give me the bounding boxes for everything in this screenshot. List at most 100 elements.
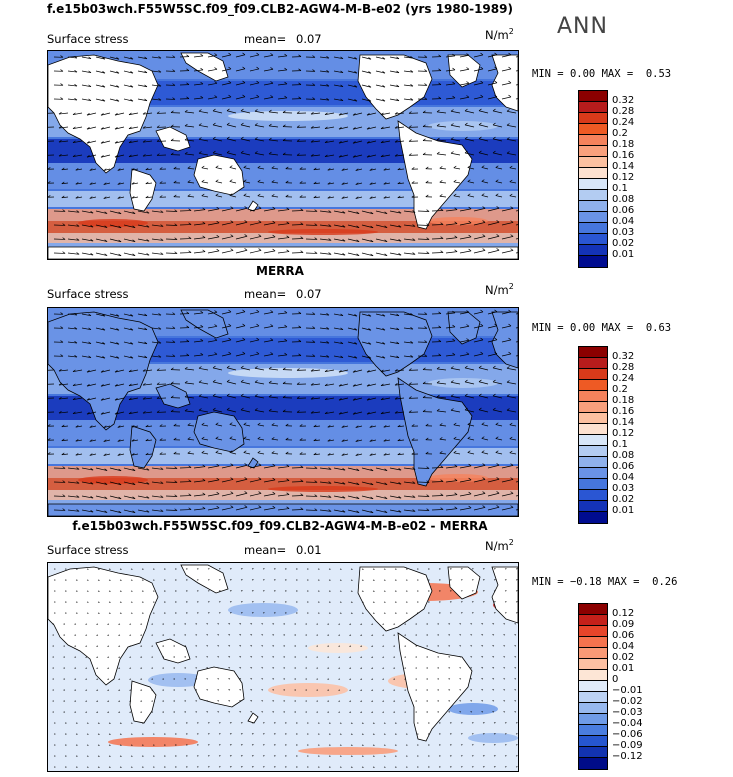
- colorbar-swatch: [579, 256, 607, 267]
- colorbar-level-label: 0.18: [612, 395, 635, 406]
- land-mass: [48, 566, 159, 686]
- panel1-variable: Surface stress: [47, 32, 129, 46]
- land-mass: [180, 52, 229, 82]
- difference-patch: [448, 703, 498, 715]
- difference-patch: [148, 673, 208, 687]
- stress-patch: [78, 476, 148, 484]
- colorbar-swatch: [579, 736, 607, 747]
- colorbar-swatch: [579, 468, 607, 479]
- colorbar-level-label: −0.01: [612, 685, 643, 696]
- difference-patch: [108, 737, 198, 747]
- colorbar-swatch: [579, 124, 607, 135]
- panel2-title: MERRA: [256, 264, 304, 278]
- colorbar-swatch: [579, 758, 607, 769]
- stress-band: [48, 221, 518, 233]
- land-mass: [397, 120, 473, 230]
- colorbar-level-label: 0.03: [612, 227, 635, 238]
- colorbar-level-label: 0.08: [612, 450, 635, 461]
- colorbar-level-label: 0.04: [612, 216, 635, 227]
- panel2-min-value: 0.00: [569, 322, 596, 334]
- land-mass: [247, 200, 259, 212]
- land-mass: [491, 311, 518, 369]
- panel2-max-label: MAX =: [601, 322, 634, 334]
- panel3-map: [47, 562, 519, 772]
- panel1-units: N/m2: [485, 27, 514, 42]
- panel1-title: f.e15b03wch.F55W5SC.f09_f09.CLB2-AGW4-M-…: [47, 2, 513, 16]
- colorbar-level-label: 0.12: [612, 428, 635, 439]
- colorbar-level-label: 0.06: [612, 630, 635, 641]
- stress-band: [48, 448, 518, 464]
- land-mass: [193, 411, 245, 453]
- colorbar-level-label: 0.08: [612, 194, 635, 205]
- wind-stress-vectors: [48, 309, 518, 514]
- land-mass: [357, 566, 433, 632]
- colorbar-level-label: −0.06: [612, 729, 643, 740]
- panel3-min-value: −0.18: [569, 576, 602, 588]
- colorbar-swatch: [579, 223, 607, 234]
- land-mass: [447, 54, 481, 88]
- colorbar-level-label: −0.03: [612, 707, 643, 718]
- colorbar-swatch: [579, 446, 607, 457]
- colorbar-level-label: 0.1: [612, 183, 628, 194]
- panel2-map: [47, 307, 519, 517]
- colorbar-swatch: [579, 179, 607, 190]
- colorbar-swatch: [579, 358, 607, 369]
- colorbar-level-label: 0.12: [612, 608, 635, 619]
- colorbar-level-label: 0.24: [612, 373, 635, 384]
- colorbar-swatch: [579, 615, 607, 626]
- land-mass: [129, 425, 157, 469]
- land-mass: [397, 632, 473, 742]
- colorbar-swatch: [579, 703, 607, 714]
- colorbar-level-label: 0.28: [612, 106, 635, 117]
- colorbar-level-label: −0.04: [612, 718, 643, 729]
- colorbar-swatch: [579, 604, 607, 615]
- colorbar-level-label: 0.32: [612, 95, 635, 106]
- colorbar-level-label: 0.1: [612, 439, 628, 450]
- panel3-mean-label: mean=: [244, 543, 287, 557]
- colorbar-swatch: [579, 714, 607, 725]
- colorbar-level-label: 0.06: [612, 205, 635, 216]
- colorbar-level-label: 0.02: [612, 238, 635, 249]
- panel3-colorbar: [578, 603, 608, 770]
- colorbar-swatch: [579, 212, 607, 223]
- colorbar-level-label: 0.14: [612, 161, 635, 172]
- colorbar-swatch: [579, 135, 607, 146]
- panel3-max-label: MAX =: [607, 576, 640, 588]
- colorbar-level-label: 0.01: [612, 505, 635, 516]
- colorbar-swatch: [579, 435, 607, 446]
- stress-band: [48, 490, 518, 500]
- colorbar-swatch: [579, 369, 607, 380]
- colorbar-swatch: [579, 424, 607, 435]
- land-mass: [247, 712, 259, 724]
- panel3-units: N/m2: [485, 538, 514, 553]
- panel2-minmax: MIN = 0.00 MAX = 0.63: [532, 322, 671, 334]
- colorbar-level-label: 0.09: [612, 619, 635, 630]
- colorbar-level-label: 0.28: [612, 362, 635, 373]
- colorbar-swatch: [579, 146, 607, 157]
- panel2-max-value: 0.63: [645, 322, 672, 334]
- colorbar-swatch: [579, 402, 607, 413]
- colorbar-level-label: 0.06: [612, 461, 635, 472]
- colorbar-level-label: 0.04: [612, 472, 635, 483]
- land-mass: [447, 311, 481, 345]
- colorbar-swatch: [579, 102, 607, 113]
- colorbar-swatch: [579, 681, 607, 692]
- colorbar-swatch: [579, 201, 607, 212]
- land-mass: [48, 246, 518, 259]
- colorbar-swatch: [579, 725, 607, 736]
- colorbar-swatch: [579, 626, 607, 637]
- panel2-colorbar: [578, 346, 608, 524]
- colorbar-level-label: 0.12: [612, 172, 635, 183]
- colorbar-level-label: 0.2: [612, 384, 628, 395]
- colorbar-swatch: [579, 747, 607, 758]
- panel3-minmax: MIN = −0.18 MAX = 0.26: [532, 576, 677, 588]
- stress-patch: [428, 217, 488, 225]
- panel1-colorbar: [578, 90, 608, 268]
- land-mass: [491, 566, 518, 624]
- colorbar-level-label: 0.24: [612, 117, 635, 128]
- panel2-units: N/m2: [485, 282, 514, 297]
- panel3-mean-value: 0.01: [296, 543, 322, 557]
- colorbar-swatch: [579, 479, 607, 490]
- stress-band: [48, 233, 518, 243]
- colorbar-swatch: [579, 648, 607, 659]
